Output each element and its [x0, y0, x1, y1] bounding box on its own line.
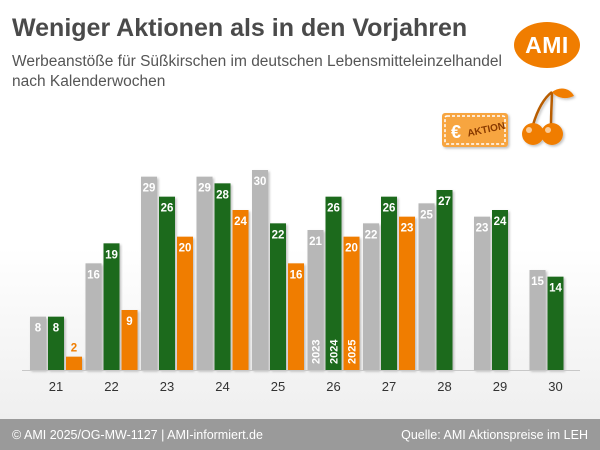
x-tick-kw22: 22	[104, 379, 118, 394]
bar-2025-kw23	[177, 236, 193, 370]
value-label-2024-kw22: 19	[105, 249, 118, 261]
bar-2023-kw22	[85, 263, 102, 370]
x-tick-kw26: 26	[326, 379, 340, 394]
footer-bar: © AMI 2025/OG-MW-1127 | AMI-informiert.d…	[0, 419, 600, 450]
bar-2024-kw23	[159, 196, 175, 370]
legend-label-2023: 2023	[311, 340, 323, 364]
value-label-2023-kw26: 21	[309, 236, 322, 248]
x-tick-kw21: 21	[49, 379, 63, 394]
value-label-2024-kw28: 27	[438, 196, 451, 208]
bar-2024-kw29	[492, 210, 508, 370]
bar-2024-kw21	[48, 316, 64, 370]
value-label-2024-kw25: 22	[272, 229, 285, 241]
chart-title: Weniger Aktionen als in den Vorjahren	[12, 14, 468, 42]
aktion-ticket-border	[444, 115, 506, 145]
value-label-2024-kw21: 8	[53, 323, 60, 335]
value-label-2025-kw24: 24	[234, 216, 247, 228]
bar-2023-kw27	[363, 223, 379, 370]
value-label-2023-kw23: 29	[143, 183, 156, 195]
value-label-2024-kw30: 14	[549, 283, 562, 295]
bar-2025-kw22	[121, 310, 138, 370]
aktion-badge: € AKTION	[442, 113, 508, 147]
x-tick-kw30: 30	[548, 379, 562, 394]
x-tick-kw27: 27	[382, 379, 396, 394]
value-label-2025-kw21: 2	[71, 343, 77, 355]
euro-icon: €	[451, 122, 461, 142]
value-label-2024-kw29: 24	[494, 216, 507, 228]
bar-2025-kw24	[232, 210, 249, 370]
bar-2024-kw24	[214, 183, 231, 370]
value-label-2024-kw24: 28	[216, 189, 229, 201]
value-label-2025-kw27: 23	[401, 223, 414, 235]
legend-label-2025: 2025	[347, 340, 359, 364]
source-text: Quelle: AMI Aktionspreise im LEH	[401, 428, 588, 442]
x-tick-kw28: 28	[437, 379, 451, 394]
x-tick-kw24: 24	[215, 379, 229, 394]
bar-2025-kw27	[399, 216, 415, 370]
bar-2025-kw26	[343, 236, 360, 370]
value-label-2023-kw21: 8	[35, 323, 42, 335]
bar-2023-kw25	[252, 170, 268, 370]
value-label-2024-kw27: 26	[383, 203, 396, 215]
bar-2024-kw26	[325, 196, 342, 370]
bar-chart: 8 821619929262029282430221621202326202420…	[22, 88, 580, 394]
bar-2023-kw30	[529, 270, 546, 370]
bar-2024-kw27	[381, 196, 397, 370]
copyright-text: © AMI 2025/OG-MW-1127 | AMI-informiert.d…	[12, 428, 263, 442]
x-tick-kw23: 23	[160, 379, 174, 394]
bar-2023-kw28	[418, 203, 435, 370]
value-label-2025-kw26: 20	[345, 243, 358, 255]
bar-2023-kw21	[30, 316, 46, 370]
bar-2023-kw23	[141, 176, 157, 370]
bar-2024-kw25	[270, 223, 286, 370]
bar-2023-kw26	[307, 230, 324, 370]
x-tick-kw25: 25	[271, 379, 285, 394]
bar-2023-kw29	[474, 216, 490, 370]
aktion-ticket	[442, 113, 508, 147]
bar-2023-kw24	[196, 176, 213, 370]
value-label-2023-kw29: 23	[476, 223, 489, 235]
value-label-2023-kw30: 15	[531, 276, 544, 288]
value-label-2023-kw25: 30	[254, 176, 267, 188]
bar-2024-kw22	[103, 243, 120, 370]
bar-2024-kw28	[436, 190, 453, 370]
bar-2025-kw25	[288, 263, 304, 370]
x-tick-kw29: 29	[493, 379, 507, 394]
value-label-2023-kw22: 16	[87, 269, 100, 281]
value-label-2023-kw24: 29	[198, 183, 211, 195]
cherries-icon	[522, 88, 574, 145]
legend-label-2024: 2024	[329, 339, 341, 364]
value-label-2024-kw23: 26	[161, 203, 174, 215]
bar-2025-kw21	[66, 356, 82, 370]
value-label-2024-kw26: 26	[327, 203, 340, 215]
bar-2024-kw30	[547, 276, 564, 370]
chart-subtitle: Werbeanstöße für Süßkirschen im deutsche…	[12, 53, 502, 90]
value-label-2025-kw25: 16	[290, 269, 303, 281]
value-label-2025-kw23: 20	[179, 243, 192, 255]
value-label-2023-kw27: 22	[365, 229, 378, 241]
value-label-2025-kw22: 9	[126, 316, 132, 328]
value-label-2023-kw28: 25	[420, 209, 433, 221]
ami-logo: AMI	[514, 22, 580, 68]
